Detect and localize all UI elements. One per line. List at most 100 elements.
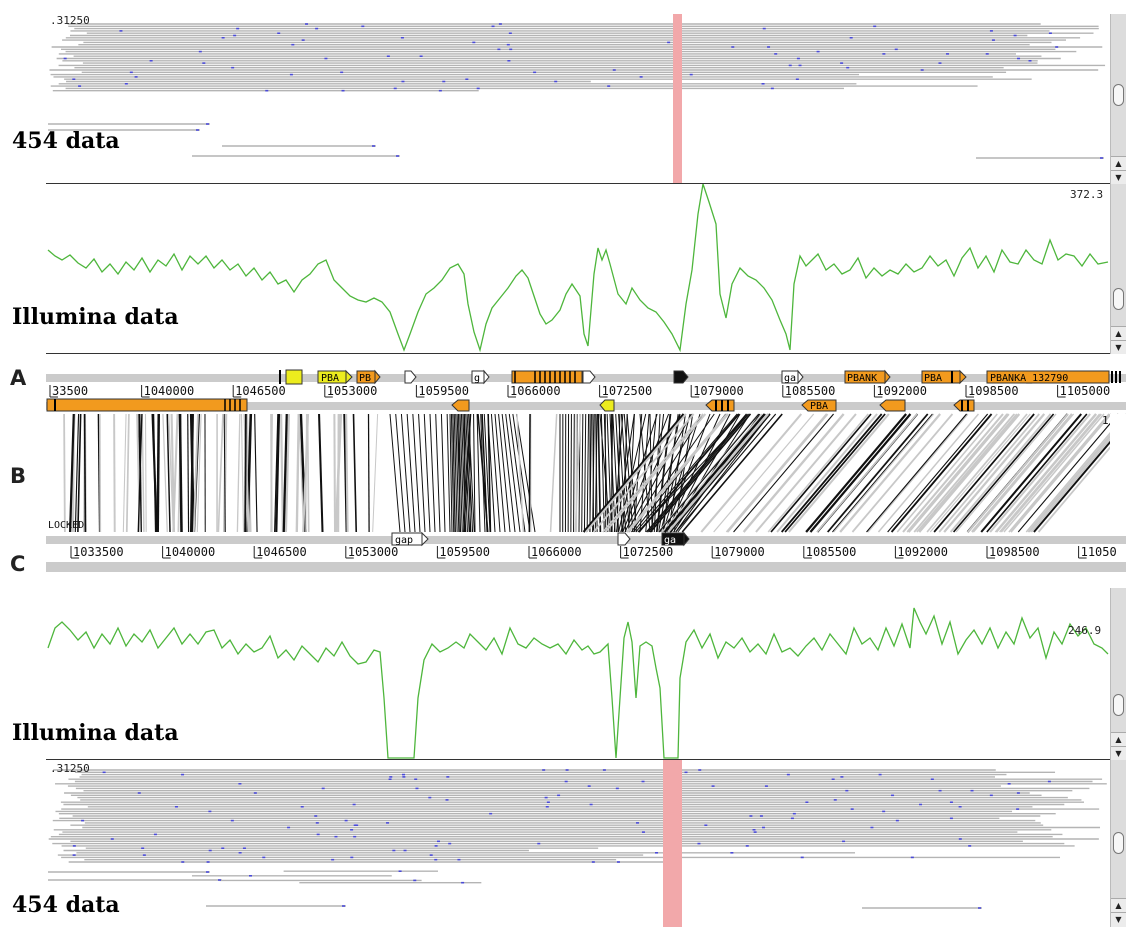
top-coverage-scroll-down-icon[interactable]: ▼ bbox=[1111, 340, 1126, 354]
bottom-reads-scrollbar[interactable]: ▲ ▼ bbox=[1110, 760, 1126, 927]
read-mismatch-tick bbox=[545, 806, 549, 808]
top-reads-scroll-thumb[interactable] bbox=[1113, 84, 1124, 106]
ruler-label: 33500 bbox=[52, 384, 88, 398]
gene-orange-large[interactable] bbox=[46, 398, 248, 412]
gene-yellow-1[interactable] bbox=[285, 369, 303, 385]
match-line bbox=[463, 413, 472, 533]
read-mismatch-tick bbox=[457, 858, 461, 861]
gene-black-1[interactable] bbox=[673, 370, 689, 384]
inversion-match-line bbox=[459, 413, 465, 533]
match-line bbox=[713, 413, 815, 533]
gene-c-white[interactable] bbox=[617, 532, 631, 546]
bottom-reads-scroll-down-icon[interactable]: ▼ bbox=[1111, 912, 1126, 927]
read-mismatch-tick bbox=[102, 771, 106, 774]
read-mismatch-tick bbox=[767, 46, 771, 48]
gene-pbank[interactable]: PBANK bbox=[844, 369, 891, 385]
top-coverage-scroll-up-icon[interactable]: ▲ bbox=[1111, 326, 1126, 341]
match-line bbox=[649, 413, 751, 533]
inversion-match-line bbox=[389, 413, 401, 533]
match-line bbox=[973, 413, 1075, 533]
read-mismatch-tick bbox=[554, 80, 558, 83]
read-mismatch-tick bbox=[565, 769, 569, 771]
gene-c-ga[interactable]: ga bbox=[661, 531, 690, 547]
read-mismatch-tick bbox=[497, 48, 501, 51]
top-reads-scroll-up-icon[interactable]: ▲ bbox=[1111, 156, 1126, 171]
bottom-coverage-scroll-down-icon[interactable]: ▼ bbox=[1111, 746, 1126, 760]
match-line bbox=[664, 413, 766, 533]
gene-ga[interactable]: ga bbox=[781, 369, 804, 385]
read-mismatch-tick bbox=[352, 803, 356, 806]
ruler-label: 1066000 bbox=[510, 384, 561, 398]
ruler-label: 1098500 bbox=[968, 384, 1019, 398]
match-line bbox=[943, 413, 1045, 533]
read-mismatch-tick bbox=[816, 50, 820, 53]
top-reads-scroll-down-icon[interactable]: ▼ bbox=[1111, 170, 1126, 184]
gene-orange-multi-exon[interactable] bbox=[511, 370, 583, 384]
comparison-match-area[interactable] bbox=[46, 413, 1126, 533]
top-coverage-plot[interactable] bbox=[0, 184, 1110, 354]
match-line bbox=[156, 413, 160, 533]
gene-pba-1[interactable]: PBA bbox=[317, 369, 353, 385]
match-line bbox=[949, 413, 1052, 533]
match-line bbox=[295, 413, 300, 533]
panel-letter-a: A bbox=[10, 366, 27, 390]
gene-g[interactable]: g bbox=[471, 369, 490, 385]
bottom-reads-scroll-up-icon[interactable]: ▲ bbox=[1111, 898, 1126, 913]
gene-rev-yellow[interactable] bbox=[599, 399, 615, 412]
bottom-reads-scroll-thumb[interactable] bbox=[1113, 832, 1124, 854]
gene-white-2[interactable] bbox=[582, 370, 596, 384]
match-line bbox=[913, 413, 1015, 533]
top-coverage-scrollbar[interactable]: ▲ ▼ bbox=[1110, 184, 1126, 354]
read-mismatch-tick bbox=[564, 780, 568, 783]
gene-pbanka-132790[interactable]: PBANKA_132790 bbox=[986, 370, 1121, 384]
ruler-label: 1079000 bbox=[714, 545, 765, 559]
bottom-read-alignments[interactable] bbox=[0, 760, 1110, 927]
gene-rev-4[interactable] bbox=[953, 399, 975, 412]
read-mismatch-tick bbox=[704, 824, 708, 826]
feature-label-g: g bbox=[474, 373, 480, 384]
read-mismatch-tick bbox=[334, 835, 338, 838]
inversion-match-line bbox=[649, 413, 653, 533]
top-reads-scrollbar[interactable]: ▲ ▼ bbox=[1110, 14, 1126, 184]
read-mismatch-tick bbox=[938, 789, 942, 792]
inversion-match-line bbox=[623, 413, 634, 533]
match-line bbox=[582, 413, 685, 533]
read-mismatch-tick bbox=[938, 62, 942, 64]
read-mismatch-tick bbox=[119, 30, 123, 32]
gene-gap[interactable]: gap bbox=[391, 531, 429, 547]
comparison-view[interactable]: PBA PB g ga bbox=[0, 356, 1126, 584]
gene-rev-pba[interactable]: PBA bbox=[801, 399, 837, 412]
bottom-coverage-scrollbar[interactable]: ▲ ▼ bbox=[1110, 588, 1126, 760]
read-mismatch-tick bbox=[752, 829, 756, 831]
bottom-coverage-scroll-up-icon[interactable]: ▲ bbox=[1111, 732, 1126, 747]
read-mismatch-tick bbox=[124, 83, 128, 85]
read-mismatch-tick bbox=[589, 803, 593, 806]
read-mismatch-tick bbox=[305, 23, 309, 25]
read-mismatch-tick bbox=[920, 69, 924, 71]
bottom-coverage-plot[interactable] bbox=[0, 588, 1110, 760]
match-line bbox=[700, 413, 803, 533]
read-mismatch-tick bbox=[639, 76, 643, 78]
gene-rev-3[interactable] bbox=[879, 399, 906, 412]
read-mismatch-tick bbox=[509, 48, 513, 51]
bottom-coverage-scroll-thumb[interactable] bbox=[1113, 694, 1124, 716]
gene-pb[interactable]: PB bbox=[356, 369, 381, 385]
ruler-a: 33500 1040000 1046500 1053000 1059500 1066000… bbox=[49, 384, 1110, 398]
read-mismatch-tick bbox=[870, 826, 874, 829]
gene-rev-1[interactable] bbox=[451, 399, 470, 412]
top-coverage-scroll-thumb[interactable] bbox=[1113, 288, 1124, 310]
gene-pba-2[interactable]: PBA bbox=[921, 369, 967, 385]
read-mismatch-tick bbox=[711, 785, 715, 787]
inversion-match-line bbox=[423, 413, 431, 533]
read-mismatch-tick bbox=[236, 27, 240, 30]
gene-rev-2[interactable] bbox=[705, 399, 735, 412]
gene-white-1[interactable] bbox=[404, 370, 417, 384]
read-mismatch-tick bbox=[372, 145, 375, 147]
inversion-match-line bbox=[592, 413, 595, 533]
read-mismatch-tick bbox=[149, 60, 153, 62]
match-line bbox=[298, 413, 305, 533]
match-line bbox=[776, 413, 878, 533]
top-read-alignments[interactable] bbox=[0, 0, 1110, 184]
match-line bbox=[333, 413, 337, 533]
bottom-highlight-bar bbox=[663, 760, 682, 927]
